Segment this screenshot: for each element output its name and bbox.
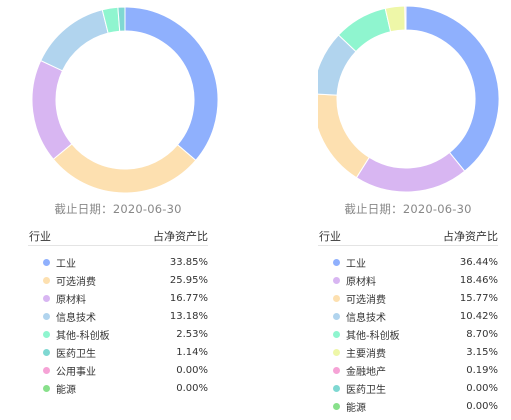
table-row: 医药卫生 1.14%: [28, 343, 208, 361]
industry-name: 信息技术: [346, 312, 386, 324]
industry-name: 金融地产: [346, 366, 386, 378]
legend-dot: [333, 276, 340, 284]
table-row: 医药卫生 0.00%: [318, 379, 498, 397]
legend-dot: [333, 312, 340, 320]
donut-slice[interactable]: [52, 143, 197, 194]
donut-slice[interactable]: [405, 5, 500, 172]
legend-dot: [43, 312, 50, 320]
legend-dot: [333, 258, 340, 266]
industry-name: 其他-科创板: [346, 330, 400, 342]
donut-slice[interactable]: [124, 6, 218, 162]
legend-dot: [333, 330, 340, 338]
table-row: 可选消费 15.77%: [318, 289, 498, 307]
legend-dot: [43, 258, 50, 266]
legend-dot: [333, 384, 340, 392]
table-row: 主要消费 3.15%: [318, 343, 498, 361]
table-rows: 工业 33.85% 可选消费 25.95% 原材料 16.77% 信息技术 13.18% 其他-…: [28, 253, 208, 397]
legend-dot: [333, 294, 340, 302]
donut-chart-right: [318, 5, 500, 193]
legend-dot: [43, 276, 50, 284]
table-row: 能源 0.00%: [318, 397, 498, 415]
industry-ratio: 2.53%: [176, 328, 208, 340]
donut-slice[interactable]: [40, 9, 109, 72]
industry-name: 原材料: [346, 276, 376, 288]
industry-name: 医药卫生: [56, 348, 96, 360]
industry-name: 可选消费: [56, 276, 96, 288]
table-row: 原材料 18.46%: [318, 271, 498, 289]
industry-ratio: 16.77%: [169, 292, 208, 304]
industry-name: 原材料: [56, 294, 86, 306]
table-row: 可选消费 25.95%: [28, 271, 208, 289]
donut-slice[interactable]: [355, 151, 466, 193]
legend-dot: [333, 348, 340, 356]
industry-name: 能源: [56, 384, 76, 396]
header-net-asset-ratio: 占净资产比: [443, 230, 498, 243]
industry-ratio: 1.14%: [176, 346, 208, 358]
donut-chart-left: [31, 6, 218, 194]
table-row: 工业 33.85%: [28, 253, 208, 271]
legend-dot: [333, 366, 340, 374]
donut-slice[interactable]: [404, 5, 407, 31]
industry-ratio: 0.00%: [176, 382, 208, 394]
table-header: 行业 占净资产比: [28, 227, 208, 246]
legend-dot: [43, 330, 50, 338]
industry-name: 其他-科创板: [56, 330, 110, 342]
industry-ratio: 8.70%: [466, 328, 498, 340]
industry-name: 可选消费: [346, 294, 386, 306]
industry-ratio: 25.95%: [169, 274, 208, 286]
donut-slice[interactable]: [31, 59, 73, 160]
table-row: 其他-科创板 8.70%: [318, 325, 498, 343]
industry-table-left: 行业 占净资产比 工业 33.85% 可选消费 25.95% 原材料 16.77% 信息技术…: [28, 227, 208, 397]
industry-ratio: 15.77%: [459, 292, 498, 304]
industry-ratio: 0.00%: [466, 400, 498, 412]
table-row: 信息技术 13.18%: [28, 307, 208, 325]
legend-dot: [43, 384, 50, 392]
table-row: 原材料 16.77%: [28, 289, 208, 307]
table-row: 工业 36.44%: [318, 253, 498, 271]
legend-dot: [43, 348, 50, 356]
table-row: 其他-科创板 2.53%: [28, 325, 208, 343]
header-industry: 行业: [319, 230, 341, 243]
industry-ratio: 0.00%: [176, 364, 208, 376]
donut-slice[interactable]: [117, 6, 126, 32]
cutoff-date-label: 截止日期：2020-06-30: [344, 202, 472, 216]
legend-dot: [333, 402, 340, 410]
industry-name: 医药卫生: [346, 384, 386, 396]
industry-name: 主要消费: [346, 348, 386, 360]
legend-dot: [43, 294, 50, 302]
industry-ratio: 13.18%: [169, 310, 208, 322]
header-net-asset-ratio: 占净资产比: [153, 230, 208, 243]
industry-ratio: 18.46%: [459, 274, 498, 286]
header-industry: 行业: [29, 230, 51, 243]
table-row: 能源 0.00%: [28, 379, 208, 397]
industry-name: 公用事业: [56, 366, 96, 378]
industry-ratio: 3.15%: [466, 346, 498, 358]
industry-ratio: 0.00%: [466, 382, 498, 394]
table-header: 行业 占净资产比: [318, 227, 498, 246]
industry-ratio: 33.85%: [169, 256, 208, 268]
donut-slice[interactable]: [318, 93, 370, 179]
industry-name: 信息技术: [56, 312, 96, 324]
cutoff-date-label: 截止日期：2020-06-30: [54, 202, 182, 216]
table-row: 公用事业 0.00%: [28, 361, 208, 379]
table-row: 金融地产 0.19%: [318, 361, 498, 379]
industry-name: 工业: [346, 258, 366, 270]
industry-name: 工业: [56, 258, 76, 270]
industry-ratio: 10.42%: [459, 310, 498, 322]
industry-name: 能源: [346, 402, 366, 414]
table-rows: 工业 36.44% 原材料 18.46% 可选消费 15.77% 信息技术 10.42% 其他-…: [318, 253, 498, 415]
industry-ratio: 36.44%: [459, 256, 498, 268]
table-row: 信息技术 10.42%: [318, 307, 498, 325]
legend-dot: [43, 366, 50, 374]
industry-table-right: 行业 占净资产比 工业 36.44% 原材料 18.46% 可选消费 15.77% 信息技术…: [318, 227, 498, 415]
industry-ratio: 0.19%: [466, 364, 498, 376]
